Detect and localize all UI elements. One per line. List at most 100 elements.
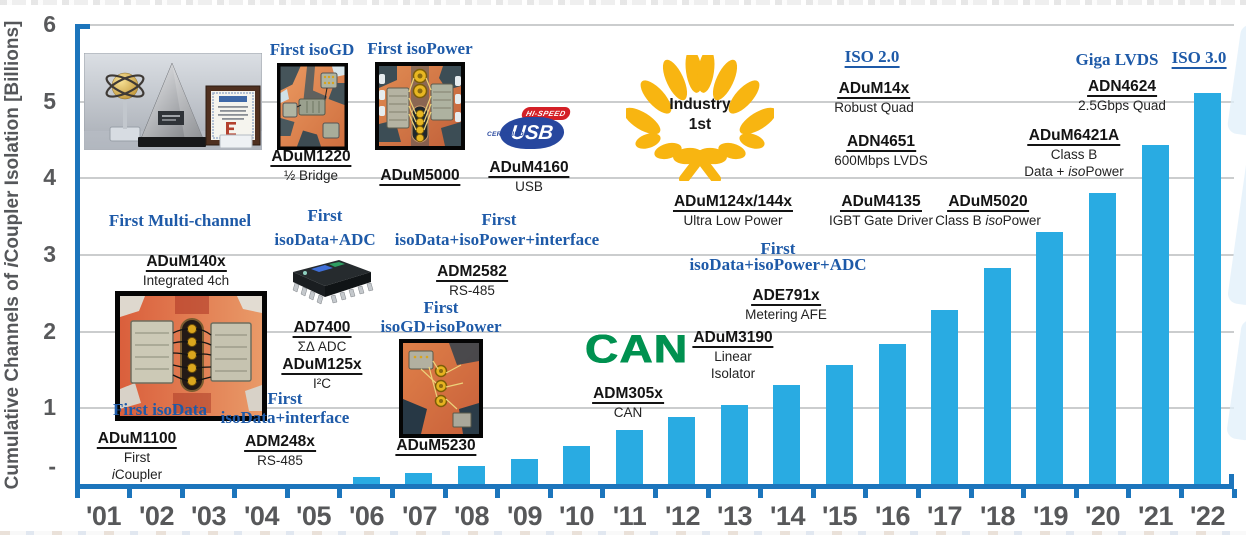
x-axis-tick-21 <box>1179 489 1184 498</box>
bar-12 <box>668 417 695 484</box>
product-name-adum140x: ADuM140x <box>145 253 227 273</box>
x-axis-tick-7 <box>443 489 448 498</box>
product-adum1100: ADuM1100 First iCoupler <box>96 430 178 482</box>
heading-first-isogd: First isoGD <box>269 40 355 59</box>
product-name-adum5020: ADuM5020 <box>947 193 1029 213</box>
product-sub-adum124x-144x: Ultra Low Power <box>683 213 783 229</box>
gridline-2 <box>77 331 1234 333</box>
heading-first-multi-channel: First Multi-channel <box>108 211 252 230</box>
year-label-04: '04 <box>244 501 279 531</box>
industry-first-line2: 1st <box>688 116 712 133</box>
product-adum5230: ADuM5230 <box>395 437 477 457</box>
bottom-edge-artifact <box>0 531 1246 535</box>
bar-20 <box>1089 193 1116 484</box>
year-label-05: '05 <box>296 501 331 531</box>
product-name-adum5000: ADuM5000 <box>379 167 461 187</box>
bar-08 <box>458 466 485 484</box>
year-label-19: '19 <box>1033 501 1068 531</box>
product-sub-adum1220: ½ Bridge <box>283 168 339 184</box>
x-axis-tick-1 <box>127 489 132 498</box>
x-axis-tick-11 <box>653 489 658 498</box>
year-label-21: '21 <box>1138 501 1173 531</box>
product-sub-adn4651: 600Mbps LVDS <box>834 153 928 169</box>
x-axis-end-cap <box>1229 474 1234 486</box>
product-sub-adum4160: USB <box>515 179 543 195</box>
y-tick-label-4: 4 <box>43 164 56 190</box>
product-adum1220: ADuM1220 ½ Bridge <box>270 148 352 184</box>
year-label-09: '09 <box>507 501 542 531</box>
x-axis-tick-15 <box>863 489 868 498</box>
product-name-adum124x-144x: ADuM124x/144x <box>672 193 794 213</box>
year-label-03: '03 <box>191 501 226 531</box>
year-label-15: '15 <box>822 501 857 531</box>
product-ad7400: AD7400 ΣΔ ADC <box>292 319 352 355</box>
industry-first-label: Industry 1st <box>669 95 730 135</box>
product-sub-adum6421a: Class B <box>1050 147 1098 163</box>
product-adum140x: ADuM140x Integrated 4ch <box>143 253 229 289</box>
product-sub-ade791x: Metering AFE <box>745 307 827 323</box>
product-name-adum5230: ADuM5230 <box>395 437 477 457</box>
product-sub-adum125x: I²C <box>313 376 331 392</box>
gridline-4 <box>77 177 1234 179</box>
product-sub-adm2582: RS-485 <box>449 283 495 299</box>
product-name-adn4624: ADN4624 <box>1086 78 1158 98</box>
heading-iso-3-0: ISO 3.0 <box>1171 48 1227 69</box>
product-sub-adum4135: IGBT Gate Driver <box>828 213 934 229</box>
y-tick-label-2: 2 <box>43 318 56 344</box>
year-label-07: '07 <box>402 501 437 531</box>
x-axis-tick-16 <box>916 489 921 498</box>
bar-11 <box>616 430 643 484</box>
product-adum5000: ADuM5000 <box>379 167 461 187</box>
product-adm2582: ADM2582 RS-485 <box>436 263 508 299</box>
year-label-11: '11 <box>612 501 647 531</box>
product-ade791x: ADE791x Metering AFE <box>745 287 827 323</box>
bar-15 <box>826 365 853 484</box>
year-label-02: '02 <box>139 501 174 531</box>
heading-giga-lvds: Giga LVDS <box>1075 50 1159 69</box>
product-sub-adum14x: Robust Quad <box>834 100 914 116</box>
gridline-6 <box>77 24 1234 26</box>
x-axis-tick-14 <box>811 489 816 498</box>
product-adum14x: ADuM14x Robust Quad <box>834 80 914 116</box>
background-decor-shape <box>1225 318 1246 442</box>
x-axis-tick-0 <box>75 489 80 498</box>
heading-first-isogd-isopower-line1: First <box>423 298 459 317</box>
top-edge-artifact <box>0 0 1246 5</box>
bar-19 <box>1036 232 1063 484</box>
background-decor-shape <box>1226 23 1246 137</box>
gridline-3 <box>77 254 1234 256</box>
bar-17 <box>931 310 958 484</box>
x-axis-tick-12 <box>706 489 711 498</box>
product-sub-adum6421a: Data + isoPower <box>1024 163 1124 179</box>
gridline-1 <box>77 407 1234 409</box>
x-axis-tick-3 <box>232 489 237 498</box>
x-axis-tick-5 <box>337 489 342 498</box>
heading-first-isodata-isopower-interface-line2: isoData+isoPower+interface <box>394 230 600 249</box>
product-name-adn4651: ADN4651 <box>845 133 917 153</box>
year-label-20: '20 <box>1085 501 1120 531</box>
product-adm305x: ADM305x CAN <box>592 385 664 421</box>
product-sub-adum1100: iCoupler <box>111 466 163 482</box>
x-axis-tick-9 <box>548 489 553 498</box>
bar-07 <box>405 473 432 484</box>
product-adum6421a: ADuM6421A Class B Data + isoPower <box>1024 127 1123 179</box>
bar-06 <box>353 477 380 484</box>
x-axis-tick-22 <box>1232 489 1237 498</box>
isogd-chip-photo <box>277 63 348 150</box>
bar-10 <box>563 446 590 484</box>
product-adn4651: ADN4651 600Mbps LVDS <box>834 133 928 169</box>
product-of-the-year-award-photo <box>84 53 262 150</box>
x-axis-tick-18 <box>1021 489 1026 498</box>
product-sub-adum5020: Class B isoPower <box>935 213 1041 229</box>
year-label-06: '06 <box>349 501 384 531</box>
y-axis-top-cap <box>75 24 90 29</box>
bar-21 <box>1142 145 1169 484</box>
year-label-12: '12 <box>665 501 700 531</box>
product-name-adum14x: ADuM14x <box>837 80 911 100</box>
product-adum3190: ADuM3190 Linear Isolator <box>692 329 774 381</box>
y-tick-label-3: 3 <box>43 241 56 267</box>
product-name-adm248x: ADM248x <box>244 433 316 453</box>
x-axis-tick-19 <box>1074 489 1079 498</box>
product-adm248x: ADM248x RS-485 <box>244 433 316 469</box>
